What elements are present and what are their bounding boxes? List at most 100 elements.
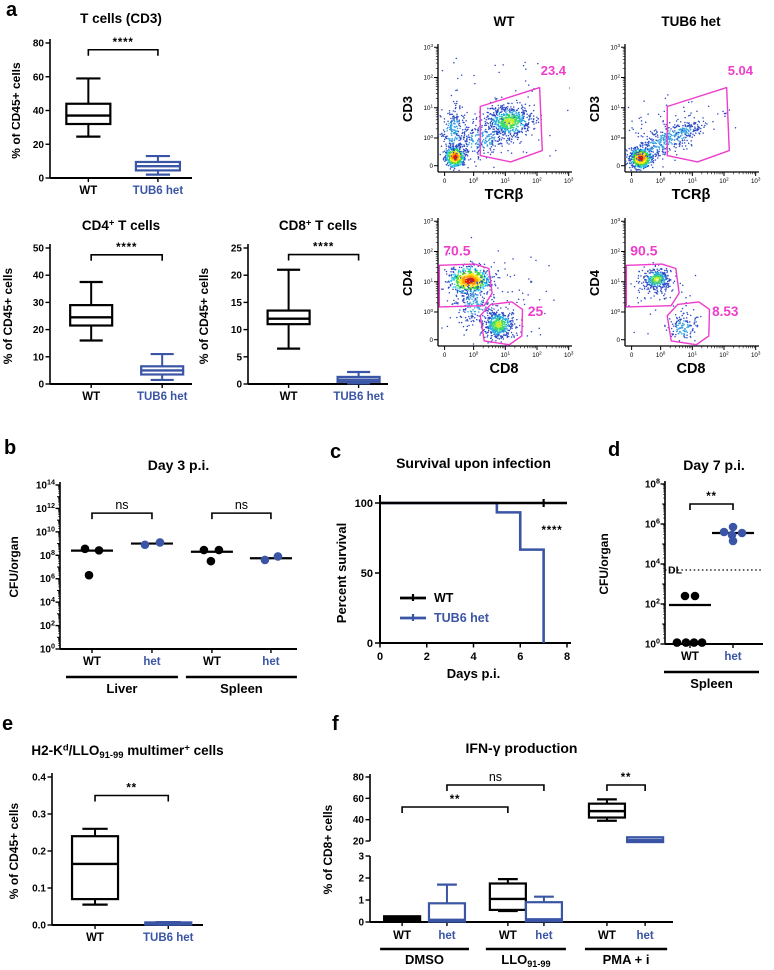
svg-text:0: 0: [443, 178, 447, 185]
svg-text:101: 101: [688, 351, 698, 359]
gate: 25: [479, 301, 544, 346]
sig-bracket: ****: [287, 242, 360, 261]
sig-bracket: ns: [211, 498, 272, 520]
svg-text:10: 10: [231, 325, 243, 336]
flow-column-header-wt: WT: [493, 14, 515, 29]
y-axis-label: % of CD45+ cells: [12, 62, 23, 159]
y-axis-label: Percent survival: [334, 523, 349, 623]
legend: WT TUB6 het: [400, 591, 490, 625]
y-axis-label: % of CD8+ cells: [321, 804, 335, 894]
panel-label-c: c: [330, 441, 342, 463]
x-label-tub6-het: TUB6 het: [137, 391, 188, 403]
group-wt: [70, 544, 113, 580]
y-axis-label: CFU/organ: [597, 533, 611, 594]
svg-text:101: 101: [611, 104, 621, 112]
group-het: [712, 522, 755, 546]
x-label-het: het: [535, 930, 552, 942]
box-wt: [383, 915, 422, 923]
svg-text:80: 80: [33, 39, 45, 50]
svg-flow-het-cd3: 0 0 100 100 101 101 102 102 103 103 TCRβ CD3 5.04: [589, 43, 761, 203]
chart-title: T cells (CD3): [80, 11, 162, 26]
svg-text:0: 0: [443, 352, 447, 359]
group-bar: Liver: [65, 675, 178, 696]
x-axis-label: TCRβ: [485, 187, 524, 203]
svg-text:15: 15: [231, 298, 243, 309]
group-bar: LLO91-99: [485, 947, 566, 967]
box-wt: [69, 280, 114, 342]
chart-title: Day 3 p.i.: [148, 457, 209, 473]
svg-text:****: ****: [116, 242, 137, 254]
y-axis-label: CD3: [402, 96, 415, 122]
box-tub6-het: [336, 370, 381, 385]
svg-text:25: 25: [231, 244, 243, 255]
group-bar: Spleen: [663, 670, 760, 691]
svg-text:101: 101: [611, 278, 621, 286]
detection-limit-line: DL: [665, 565, 763, 577]
x-label-tub6-het: TUB6 het: [143, 932, 194, 944]
chart-title: IFN-γ production: [466, 740, 578, 756]
chart-survival: 0 2 4 6 8 0 50 100 Survival upon infection Days p…: [312, 438, 590, 703]
svg-text:0: 0: [430, 163, 434, 170]
group-het: [249, 552, 292, 565]
x-label-wt: WT: [681, 651, 699, 663]
sig-bracket: **: [401, 794, 509, 813]
x-label-wt: WT: [499, 930, 517, 942]
svg-a-cd3: 0 20 40 60 80 T cells (CD3) % of CD45+ cells WT…: [12, 11, 192, 197]
y-axis-label: % of CD45+ cells: [7, 802, 21, 899]
svg-text:101: 101: [424, 104, 434, 112]
svg-text:0: 0: [630, 352, 634, 359]
panel-label-a: a: [6, 0, 18, 21]
svg-text:0: 0: [630, 178, 634, 185]
svg-text:103: 103: [611, 217, 621, 225]
box-wt: [587, 798, 627, 822]
y-axis-label: CD3: [589, 96, 602, 122]
gate: 5.04: [666, 63, 754, 163]
group-wt: [668, 591, 711, 647]
svg-text:100: 100: [611, 308, 621, 316]
x-label-het: het: [724, 651, 741, 663]
svg-text:101: 101: [688, 177, 698, 185]
svg-a-cd8: 0 5 10 15 20 25 CD8+ T cells % of CD45+ cells WT…: [197, 217, 388, 403]
gate-percentage: 90.5: [630, 242, 657, 258]
panel-label-e: e: [2, 713, 14, 735]
box-het: [427, 883, 467, 923]
gate-percentage: 8.53: [712, 304, 739, 319]
x-label-het: het: [636, 930, 653, 942]
box-het: [626, 836, 665, 844]
svg-text:103: 103: [424, 217, 434, 225]
svg-text:****: ****: [113, 37, 134, 49]
svg-text:50: 50: [33, 244, 45, 255]
flow-plot-het-cd3-tcrb: 0 0 100 100 101 101 102 102 103 103 TCRβ CD3 5.04: [589, 38, 771, 210]
svg-text:102: 102: [719, 351, 729, 359]
svg-text:103: 103: [611, 43, 621, 51]
svg-text:102: 102: [532, 177, 542, 185]
svg-text:0: 0: [38, 174, 44, 185]
sig-bracket: **: [94, 783, 170, 802]
x-label-wt: WT: [79, 185, 97, 197]
svg-text:100: 100: [424, 308, 434, 316]
x-label-wt: WT: [598, 930, 616, 942]
legend-label-wt: WT: [434, 591, 454, 605]
y-axis-label: % of CD45+ cells: [197, 267, 211, 364]
gate: 23.4: [479, 63, 567, 163]
group-bar: PMA + i: [584, 947, 668, 967]
legend-label-tub6-het: TUB6 het: [434, 611, 490, 625]
x-label-het: het: [262, 656, 279, 668]
sig-bracket: ns: [91, 498, 153, 520]
svg-text:0: 0: [236, 380, 242, 391]
svg-flow-wt-cd4: 0 0 100 100 101 101 102 102 103 103 CD8 CD4 70.5 25: [402, 217, 574, 377]
box-wt: [266, 268, 311, 350]
svg-text:0: 0: [617, 163, 621, 170]
svg-text:100: 100: [424, 134, 434, 142]
svg-text:60: 60: [33, 72, 45, 83]
axes: 0 0 100 100 101 101 102 102 103 103: [424, 43, 574, 185]
axes: 0 0 100 100 101 101 102 102 103 103: [611, 217, 761, 359]
box-tub6-het: [140, 352, 185, 382]
chart-multimer: 0.0 0.1 0.2 0.3 0.4 H2-Kd/LLO91-99 multimer+ …: [6, 708, 294, 966]
x-label-wt: WT: [203, 656, 221, 668]
box-tub6-het: [134, 154, 182, 176]
svg-flow-wt-cd3: 0 0 100 100 101 101 102 102 103 103 TCRβ CD3 23.4: [402, 43, 574, 203]
